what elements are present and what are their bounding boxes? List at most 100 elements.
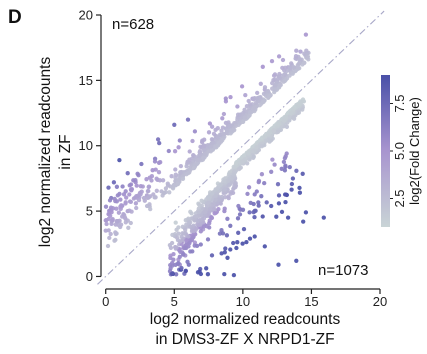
- point-up: [251, 105, 256, 111]
- point-down: [191, 228, 196, 234]
- point-up: [176, 145, 181, 150]
- point-up: [117, 191, 122, 197]
- point-down: [275, 129, 281, 135]
- point-down: [234, 245, 239, 251]
- point-down: [252, 234, 257, 239]
- point-up: [258, 81, 263, 86]
- point-up: [212, 144, 218, 149]
- point-down: [225, 255, 230, 260]
- point-down: [206, 200, 211, 205]
- point-down: [284, 115, 289, 120]
- point-down: [296, 110, 302, 115]
- point-up: [197, 150, 202, 155]
- point-up: [123, 201, 128, 206]
- point-down: [276, 201, 282, 206]
- point-up: [215, 126, 220, 131]
- point-down: [269, 169, 274, 174]
- point-up: [173, 167, 178, 172]
- point-up: [131, 196, 137, 201]
- upper-count-annotation: n=628: [112, 16, 154, 33]
- point-up: [133, 201, 139, 206]
- point-up: [120, 184, 125, 189]
- point-up: [170, 185, 175, 190]
- point-down: [264, 138, 269, 143]
- identity-line: [97, 10, 385, 285]
- point-down: [217, 197, 222, 202]
- point-down: [270, 157, 275, 162]
- point-down: [260, 214, 265, 219]
- point-up: [235, 117, 240, 122]
- point-up: [106, 216, 111, 222]
- point-down: [203, 209, 208, 215]
- point-up: [298, 49, 303, 54]
- point-down: [256, 203, 261, 208]
- point-down: [294, 168, 299, 173]
- point-up: [206, 130, 212, 135]
- point-up: [177, 138, 182, 143]
- point-up: [280, 65, 285, 71]
- point-up: [261, 99, 266, 104]
- point-down: [297, 185, 302, 191]
- colorbar-ticks: 2.5 5.0 7.5: [390, 94, 407, 208]
- point-up: [272, 86, 278, 92]
- point-up: [115, 219, 120, 224]
- point-down: [224, 233, 230, 238]
- point-up: [123, 189, 128, 194]
- point-down: [285, 215, 291, 220]
- point-up: [220, 138, 225, 143]
- point-down: [291, 107, 296, 112]
- point-down: [289, 181, 295, 187]
- point-down: [252, 192, 257, 197]
- point-up: [118, 204, 123, 209]
- point-down: [288, 110, 294, 115]
- point-down: [179, 265, 184, 271]
- point-up: [157, 178, 163, 183]
- point-up: [255, 90, 260, 96]
- point-down: [177, 254, 182, 259]
- point-up: [142, 198, 147, 203]
- point-down: [274, 214, 279, 219]
- point-down: [242, 153, 247, 158]
- point-up: [247, 102, 253, 107]
- point-up: [276, 76, 281, 81]
- point-up: [117, 157, 122, 163]
- point-up: [254, 96, 260, 101]
- point-down: [198, 229, 203, 234]
- point-down: [276, 262, 281, 267]
- point-up: [187, 149, 192, 154]
- point-down: [251, 154, 256, 159]
- point-up: [178, 163, 184, 169]
- point-down: [173, 245, 178, 250]
- point-up: [113, 198, 118, 204]
- y-axis-label-line1: log2 normalized readcounts: [37, 57, 54, 248]
- point-down: [226, 178, 231, 183]
- point-down: [294, 258, 299, 263]
- point-down: [220, 231, 226, 236]
- point-down: [170, 232, 175, 238]
- point-down: [199, 198, 204, 203]
- point-up: [145, 189, 151, 194]
- point-up: [209, 144, 214, 149]
- point-down: [262, 180, 267, 186]
- point-up: [172, 149, 178, 154]
- point-up: [277, 82, 282, 87]
- point-down: [201, 224, 207, 229]
- point-up: [125, 171, 130, 176]
- point-up: [219, 128, 224, 133]
- point-down: [222, 187, 227, 192]
- point-up: [173, 175, 178, 180]
- point-up: [128, 199, 134, 205]
- point-down: [300, 171, 305, 176]
- point-up: [244, 104, 250, 109]
- point-up: [184, 172, 189, 177]
- point-up: [157, 140, 162, 146]
- point-up: [154, 176, 159, 181]
- point-up: [118, 197, 123, 202]
- point-up: [184, 164, 189, 169]
- colorbar-tick-label: 7.5: [392, 94, 407, 112]
- point-up: [126, 225, 131, 230]
- point-up: [235, 104, 240, 109]
- point-down: [272, 162, 277, 167]
- point-down: [262, 134, 268, 140]
- point-up: [146, 184, 151, 190]
